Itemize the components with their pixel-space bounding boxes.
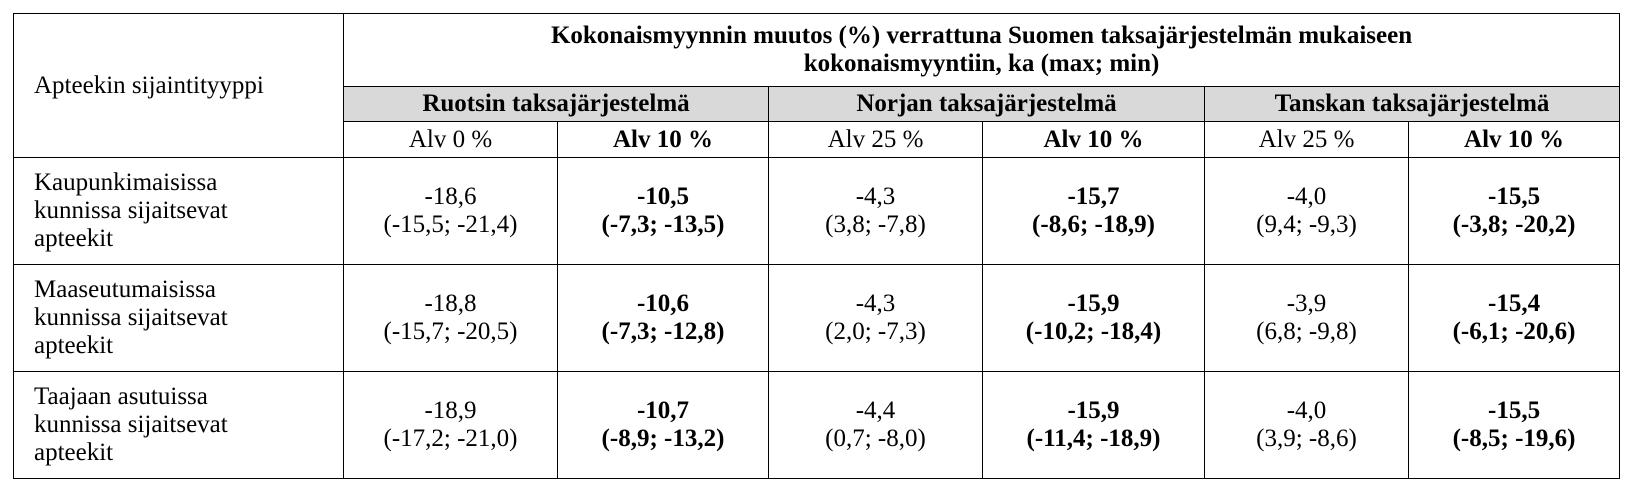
row-label-line: apteekit bbox=[34, 332, 114, 359]
cell-mean: -4,3 bbox=[855, 183, 896, 210]
row-label-line: apteekit bbox=[34, 439, 114, 466]
group-header: Ruotsin taksajärjestelmä bbox=[343, 86, 769, 122]
cell-range: (-3,8; -20,2) bbox=[1452, 211, 1576, 238]
data-row: Kaupunkimaisissa kunnissa sijaitsevat apte… bbox=[13, 157, 1621, 265]
cell-mean: -4,0 bbox=[1286, 183, 1327, 210]
cell-range: (-6,1; -20,6) bbox=[1452, 318, 1576, 345]
subheader: Alv 10 % bbox=[982, 121, 1205, 158]
subheader-row: Alv 0 % Alv 10 % Alv 25 % Alv 10 % Alv 25 % A… bbox=[14, 121, 1621, 158]
cell-range: (3,9; -8,6) bbox=[1256, 425, 1357, 452]
data-table: Apteekin sijaintityyppi Kokonaismyynnin … bbox=[13, 13, 1621, 479]
data-cell: -4,3 (3,8; -7,8) bbox=[768, 157, 983, 265]
cell-mean: -18,9 bbox=[424, 397, 477, 424]
cell-mean: -15,5 bbox=[1488, 397, 1541, 424]
row-label: Taajaan asutuissa kunnissa sijaitsevat apt… bbox=[13, 371, 344, 479]
data-cell: -18,6 (-15,5; -21,4) bbox=[343, 157, 558, 265]
row-label-line: kunnissa sijaitsevat bbox=[34, 197, 228, 224]
data-cell: -15,7 (-8,6; -18,9) bbox=[982, 157, 1205, 265]
group-row: Ruotsin taksajärjestelmä Norjan taksajärj… bbox=[14, 86, 1621, 122]
cell-mean: -18,6 bbox=[424, 183, 477, 210]
data-row: Taajaan asutuissa kunnissa sijaitsevat apt… bbox=[13, 371, 1621, 479]
cell-mean: -10,6 bbox=[636, 290, 690, 317]
subheader: Alv 25 % bbox=[768, 121, 983, 158]
cell-range: (2,0; -7,3) bbox=[825, 318, 926, 345]
subheader: Alv 0 % bbox=[343, 121, 558, 158]
corner-header: Apteekin sijaintityyppi bbox=[13, 13, 344, 158]
cell-mean: -15,7 bbox=[1067, 183, 1120, 210]
title-row: Apteekin sijaintityyppi Kokonaismyynnin … bbox=[13, 13, 1621, 158]
row-label-line: Taajaan asutuissa bbox=[34, 383, 208, 410]
cell-range: (-7,3; -12,8) bbox=[601, 318, 725, 345]
group-header: Norjan taksajärjestelmä bbox=[768, 86, 1205, 122]
row-label-line: apteekit bbox=[34, 225, 114, 252]
subheader: Alv 10 % bbox=[557, 121, 769, 158]
cell-mean: -15,4 bbox=[1488, 290, 1541, 317]
data-row: Maaseutumaisissa kunnissa sijaitsevat apte… bbox=[13, 264, 1621, 372]
cell-range: (-11,4; -18,9) bbox=[1026, 425, 1161, 452]
cell-range: (9,4; -9,3) bbox=[1256, 211, 1357, 238]
subheader: Alv 25 % bbox=[1204, 121, 1409, 158]
row-label-line: kunnissa sijaitsevat bbox=[34, 411, 228, 438]
cell-range: (-17,2; -21,0) bbox=[383, 425, 518, 452]
cell-range: (-8,9; -13,2) bbox=[601, 425, 725, 452]
cell-range: (-10,2; -18,4) bbox=[1025, 318, 1162, 345]
cell-range: (3,8; -7,8) bbox=[825, 211, 926, 238]
cell-range: (-15,5; -21,4) bbox=[383, 211, 518, 238]
cell-range: (6,8; -9,8) bbox=[1256, 318, 1357, 345]
data-cell: -15,5 (-8,5; -19,6) bbox=[1407, 371, 1621, 479]
cell-mean: -10,5 bbox=[636, 183, 690, 210]
data-cell: -4,0 (3,9; -8,6) bbox=[1204, 371, 1409, 479]
cell-range: (-8,5; -19,6) bbox=[1452, 425, 1576, 452]
subheader: Alv 10 % bbox=[1407, 121, 1621, 158]
cell-mean: -18,8 bbox=[424, 290, 477, 317]
data-cell: -4,0 (9,4; -9,3) bbox=[1204, 157, 1409, 265]
cell-mean: -15,9 bbox=[1067, 397, 1120, 424]
cell-mean: -4,3 bbox=[855, 290, 896, 317]
row-label: Maaseutumaisissa kunnissa sijaitsevat apte… bbox=[13, 264, 344, 372]
data-cell: -18,9 (-17,2; -21,0) bbox=[343, 371, 558, 479]
cell-mean: -10,7 bbox=[636, 397, 690, 424]
title-line: Kokonaismyynnin muutos (%) verrattuna Su… bbox=[550, 22, 1413, 49]
cell-range: (-8,6; -18,9) bbox=[1032, 211, 1155, 238]
data-cell: -10,5 (-7,3; -13,5) bbox=[557, 157, 769, 265]
data-cell: -4,4 (0,7; -8,0) bbox=[768, 371, 983, 479]
cell-mean: -4,4 bbox=[855, 397, 896, 424]
cell-range: (0,7; -8,0) bbox=[825, 425, 926, 452]
data-cell: -18,8 (-15,7; -20,5) bbox=[343, 264, 558, 372]
row-label-line: Maaseutumaisissa bbox=[34, 276, 216, 303]
data-cell: -15,4 (-6,1; -20,6) bbox=[1407, 264, 1621, 372]
group-header: Tanskan taksajärjestelmä bbox=[1203, 86, 1621, 122]
data-cell: -15,9 (-10,2; -18,4) bbox=[982, 264, 1205, 372]
data-cell: -10,6 (-7,3; -12,8) bbox=[557, 264, 769, 372]
row-label-line: kunnissa sijaitsevat bbox=[34, 304, 228, 331]
table-body: Apteekin sijaintityyppi Kokonaismyynnin … bbox=[13, 13, 1621, 479]
data-cell: -15,5 (-3,8; -20,2) bbox=[1407, 157, 1621, 265]
data-cell: -15,9 (-11,4; -18,9) bbox=[982, 371, 1205, 479]
cell-mean: -15,9 bbox=[1067, 290, 1120, 317]
row-label-line: Kaupunkimaisissa bbox=[34, 169, 218, 196]
data-cell: -10,7 (-8,9; -13,2) bbox=[557, 371, 769, 479]
cell-range: (-7,3; -13,5) bbox=[601, 211, 725, 238]
cell-mean: -4,0 bbox=[1286, 397, 1327, 424]
cell-range: (-15,7; -20,5) bbox=[383, 318, 518, 345]
table-title: Kokonaismyynnin muutos (%) verrattuna Su… bbox=[342, 13, 1621, 87]
data-cell: -4,3 (2,0; -7,3) bbox=[768, 264, 983, 372]
data-cell: -3,9 (6,8; -9,8) bbox=[1204, 264, 1409, 372]
title-line: kokonaismyyntiin, ka (max; min) bbox=[803, 50, 1160, 77]
row-label: Kaupunkimaisissa kunnissa sijaitsevat apte… bbox=[13, 157, 344, 265]
cell-mean: -3,9 bbox=[1286, 290, 1327, 317]
cell-mean: -15,5 bbox=[1488, 183, 1541, 210]
